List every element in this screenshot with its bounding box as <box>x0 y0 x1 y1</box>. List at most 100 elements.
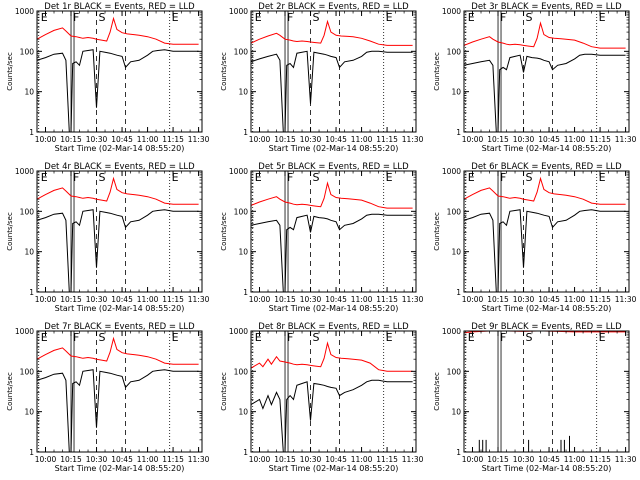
y-axis-label: Counts/sec <box>433 372 441 411</box>
y-tick-label: 1 <box>456 288 461 297</box>
x-tick-label: 11:00 <box>137 295 159 304</box>
x-tick-label: 10:45 <box>325 135 347 144</box>
marker-label: F <box>500 11 506 24</box>
panel-det-5: Det 5r BLACK = Events, RED = LLD Counts/s… <box>220 162 424 313</box>
marker-label: E <box>255 331 262 344</box>
marker-label: E <box>255 11 262 24</box>
y-tick-label: 1 <box>243 288 248 297</box>
x-tick-label: 11:00 <box>351 455 373 464</box>
marker-label: E <box>468 171 475 184</box>
x-tick-label: 11:00 <box>351 135 373 144</box>
x-tick-label: 10:00 <box>35 295 57 304</box>
series-events <box>37 209 199 292</box>
marker-label: S <box>99 171 106 184</box>
series-lld <box>251 341 413 372</box>
marker-label: S <box>526 331 533 344</box>
series-events <box>251 213 413 292</box>
marker-label: E <box>599 11 606 24</box>
series-lld <box>37 176 199 205</box>
x-tick-label: 11:00 <box>351 295 373 304</box>
y-tick-label: 100 <box>447 47 462 56</box>
x-tick-label: 10:15 <box>274 135 296 144</box>
x-axis-label: Start Time (02-Mar-14 08:55:20) <box>55 144 185 153</box>
panel-det-1: Det 1r BLACK = Events, RED = LLD Counts/s… <box>6 2 210 153</box>
x-axis-label: Start Time (02-Mar-14 08:55:20) <box>269 464 399 473</box>
y-tick-label: 10 <box>24 88 34 97</box>
x-tick-label: 11:15 <box>376 135 398 144</box>
y-tick-label: 10 <box>451 248 461 257</box>
x-tick-label: 11:30 <box>615 295 637 304</box>
y-tick-label: 100 <box>20 207 35 216</box>
y-tick-label: 1000 <box>229 167 248 176</box>
y-tick-label: 100 <box>234 47 249 56</box>
x-tick-label: 10:00 <box>249 295 271 304</box>
x-tick-label: 10:00 <box>35 455 57 464</box>
marker-label: E <box>41 331 48 344</box>
plot-frame <box>36 10 203 133</box>
marker-label: S <box>526 11 533 24</box>
x-tick-label: 10:30 <box>513 295 535 304</box>
y-tick-label: 1000 <box>15 7 34 16</box>
x-tick-label: 10:15 <box>487 295 509 304</box>
x-tick-label: 10:45 <box>111 295 133 304</box>
x-tick-label: 11:00 <box>564 295 586 304</box>
x-tick-label: 10:30 <box>86 135 108 144</box>
marker-label: S <box>99 11 106 24</box>
y-tick-label: 10 <box>238 408 248 417</box>
x-tick-label: 10:00 <box>249 135 271 144</box>
plot-frame <box>463 330 630 453</box>
y-tick-label: 1 <box>456 128 461 137</box>
y-tick-label: 1 <box>456 448 461 457</box>
x-tick-label: 10:00 <box>462 295 484 304</box>
series-lld <box>464 21 626 49</box>
marker-label: E <box>172 331 179 344</box>
plot-frame <box>250 170 417 293</box>
series-lld <box>37 16 199 45</box>
x-axis-label: Start Time (02-Mar-14 08:55:20) <box>482 464 612 473</box>
y-axis-label: Counts/sec <box>433 212 441 251</box>
marker-label: S <box>313 331 320 344</box>
marker-label: F <box>73 11 79 24</box>
series-lld <box>464 176 626 205</box>
marker-label: E <box>468 11 475 24</box>
panel-title: Det 1r BLACK = Events, RED = LLD <box>44 2 195 12</box>
x-tick-label: 11:30 <box>615 455 637 464</box>
panel-det-7: Det 7r BLACK = Events, RED = LLD Counts/s… <box>6 322 210 473</box>
marker-label: E <box>172 11 179 24</box>
series-lld <box>37 336 199 365</box>
x-tick-label: 10:45 <box>111 455 133 464</box>
marker-label: F <box>500 331 506 344</box>
series-events <box>464 209 626 292</box>
panel-title: Det 9r BLACK = Events, RED = LLD <box>471 322 622 332</box>
series-lld <box>251 19 413 46</box>
x-tick-label: 10:00 <box>249 455 271 464</box>
x-tick-label: 11:30 <box>615 135 637 144</box>
x-tick-label: 11:30 <box>402 135 424 144</box>
marker-label: E <box>468 331 475 344</box>
x-tick-label: 10:15 <box>60 455 82 464</box>
plot-frame <box>463 170 630 293</box>
series-events <box>251 50 413 132</box>
x-axis-label: Start Time (02-Mar-14 08:55:20) <box>55 304 185 313</box>
x-tick-label: 11:30 <box>402 295 424 304</box>
x-axis-label: Start Time (02-Mar-14 08:55:20) <box>269 304 399 313</box>
y-tick-label: 1 <box>243 128 248 137</box>
series-events <box>251 379 413 452</box>
x-tick-label: 11:00 <box>564 455 586 464</box>
y-tick-label: 1000 <box>15 167 34 176</box>
plot-frame <box>36 170 203 293</box>
x-tick-label: 11:15 <box>376 295 398 304</box>
panel-det-9: Det 9r BLACK = Events, RED = LLD Counts/s… <box>433 322 637 473</box>
x-tick-label: 10:30 <box>513 135 535 144</box>
y-axis-label: Counts/sec <box>6 212 14 251</box>
series-events <box>37 49 199 132</box>
y-tick-label: 10 <box>451 88 461 97</box>
y-tick-label: 100 <box>234 207 249 216</box>
marker-label: E <box>41 11 48 24</box>
x-axis-label: Start Time (02-Mar-14 08:55:20) <box>482 144 612 153</box>
x-tick-label: 10:15 <box>60 295 82 304</box>
y-tick-label: 100 <box>20 47 35 56</box>
x-tick-label: 10:15 <box>487 455 509 464</box>
x-tick-label: 10:15 <box>60 135 82 144</box>
